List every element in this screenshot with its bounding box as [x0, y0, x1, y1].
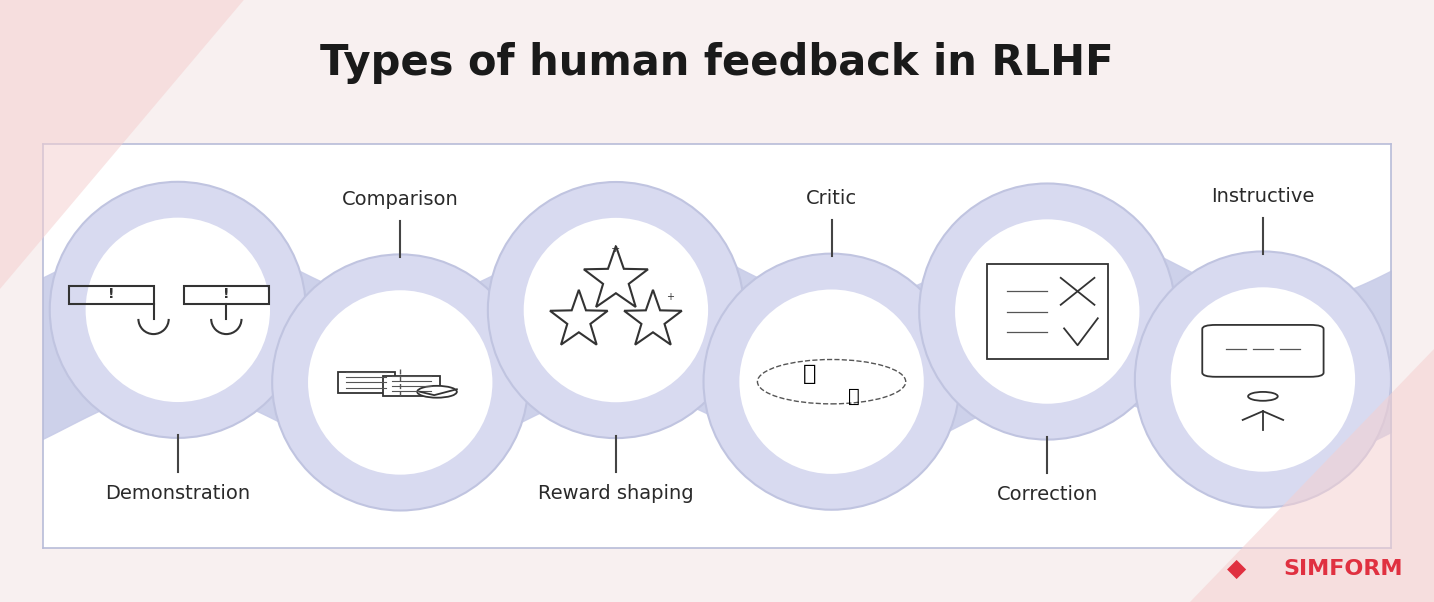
Ellipse shape: [704, 253, 959, 510]
Text: Comparison: Comparison: [341, 190, 459, 208]
Ellipse shape: [488, 182, 744, 438]
FancyBboxPatch shape: [338, 372, 394, 393]
Text: Types of human feedback in RLHF: Types of human feedback in RLHF: [320, 42, 1114, 84]
Circle shape: [1248, 392, 1278, 401]
Ellipse shape: [1170, 287, 1355, 472]
Text: Critic: Critic: [806, 189, 858, 208]
Circle shape: [417, 386, 457, 398]
FancyBboxPatch shape: [383, 376, 440, 396]
Ellipse shape: [523, 218, 708, 402]
Ellipse shape: [272, 255, 528, 510]
Ellipse shape: [86, 218, 270, 402]
Text: ◆: ◆: [1226, 557, 1246, 581]
Text: 👍: 👍: [803, 364, 816, 384]
Text: Reward shaping: Reward shaping: [538, 484, 694, 503]
Ellipse shape: [308, 290, 492, 474]
Text: +: +: [665, 291, 674, 302]
Text: Demonstration: Demonstration: [105, 484, 251, 503]
Text: SIMFORM: SIMFORM: [1283, 559, 1402, 579]
Text: Correction: Correction: [997, 485, 1098, 504]
Text: !: !: [224, 287, 229, 302]
FancyBboxPatch shape: [987, 264, 1108, 359]
Ellipse shape: [1134, 252, 1391, 507]
Ellipse shape: [919, 184, 1176, 439]
Text: Instructive: Instructive: [1212, 187, 1315, 206]
Text: !: !: [108, 287, 115, 302]
Text: +: +: [611, 244, 621, 255]
FancyBboxPatch shape: [1202, 325, 1324, 377]
Ellipse shape: [740, 290, 923, 474]
Ellipse shape: [955, 219, 1140, 404]
Text: 👎: 👎: [847, 387, 860, 406]
Ellipse shape: [50, 182, 305, 438]
